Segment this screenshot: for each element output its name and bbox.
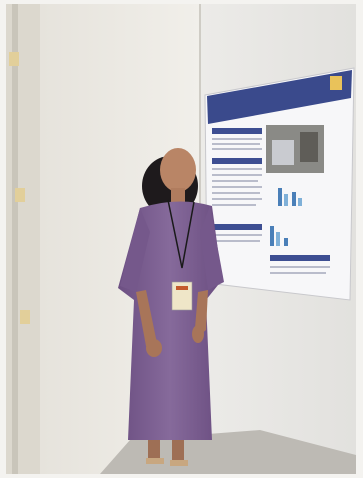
text-line [212, 148, 262, 150]
poster-section-bar [270, 255, 330, 261]
person [118, 148, 224, 466]
text-line [212, 204, 256, 206]
left-hand [146, 339, 162, 357]
pillar-edge [12, 4, 18, 474]
chart-bar [284, 238, 288, 246]
dress [118, 201, 222, 440]
right-sandal [170, 460, 188, 466]
text-line [212, 198, 262, 200]
text-line [270, 266, 330, 268]
chart-bar [276, 232, 280, 246]
text-line [270, 272, 326, 274]
chart-bar [292, 192, 296, 206]
text-line [212, 192, 260, 194]
left-sleeve [120, 208, 150, 292]
poster-header [207, 70, 352, 124]
text-line [212, 186, 262, 188]
poster-photo-detail [300, 132, 318, 162]
bracket [20, 310, 30, 324]
face [160, 148, 196, 192]
left-foot [148, 440, 160, 460]
text-line [212, 180, 258, 182]
poster-section-bar [212, 128, 262, 134]
chart-bar [278, 188, 282, 206]
text-line [212, 174, 262, 176]
bracket [15, 188, 25, 202]
lanyard [167, 199, 195, 269]
poster-text-lines [212, 138, 330, 274]
poster-chart [270, 226, 288, 246]
text-line [212, 138, 262, 140]
poster-section-bar [212, 158, 262, 164]
text-line [212, 143, 260, 145]
poster-section-bar [212, 224, 262, 230]
right-foot [172, 440, 184, 462]
badge-stripe [176, 286, 188, 290]
text-line [212, 234, 262, 236]
left-sandal [146, 458, 164, 464]
chart-bar [298, 198, 302, 206]
pillar [6, 4, 40, 474]
text-line [212, 240, 260, 242]
text-line [212, 168, 262, 170]
chart-bar [270, 226, 274, 246]
right-sleeve [200, 206, 224, 290]
neck [171, 188, 185, 204]
poster-photo-detail [272, 140, 294, 165]
chart-bar [284, 194, 288, 206]
right-hand [192, 325, 204, 343]
bracket [9, 52, 19, 66]
poster-logo [330, 76, 342, 90]
poster-chart [278, 188, 302, 206]
left-arm [136, 290, 158, 348]
